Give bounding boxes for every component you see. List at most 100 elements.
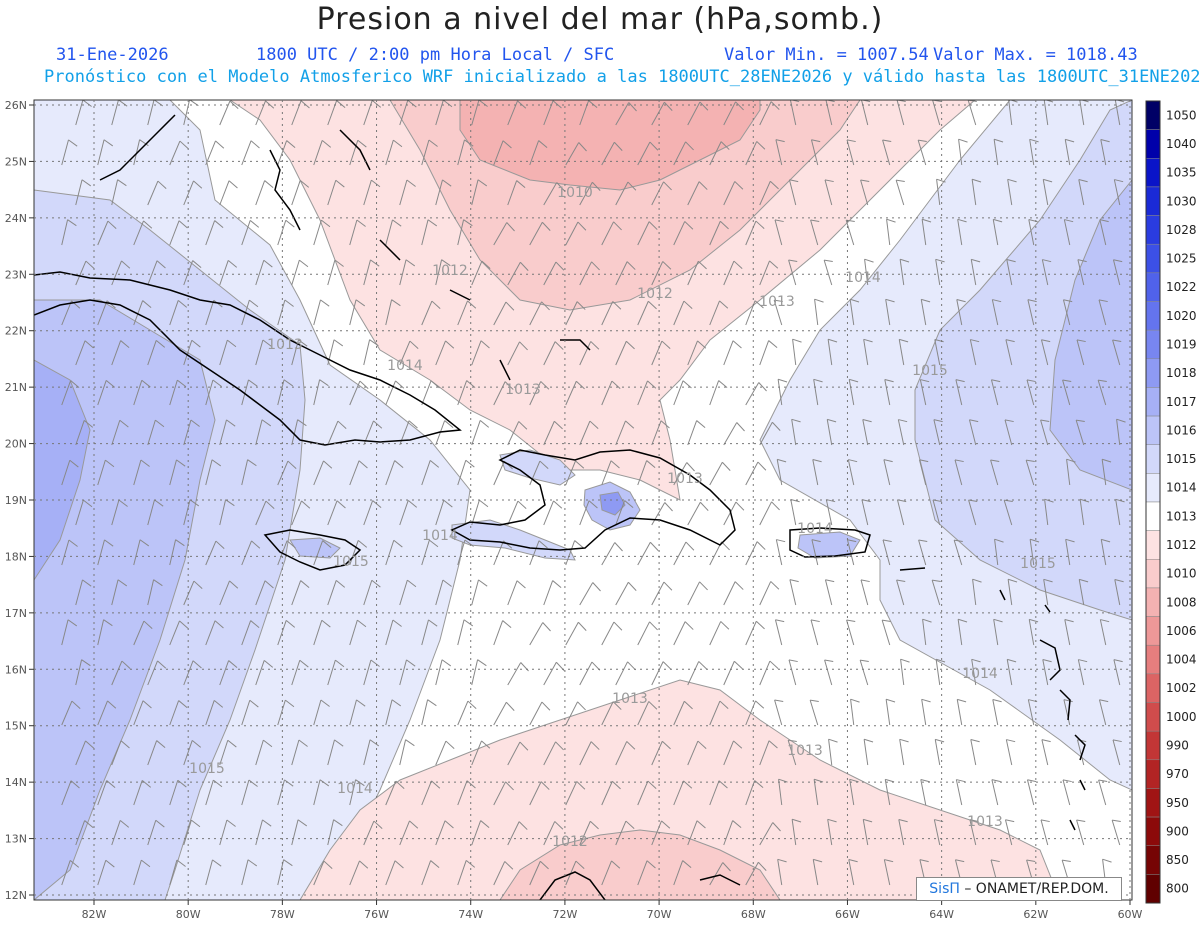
wind-barb — [457, 380, 476, 406]
colorbar: 1050 1040 1035 1030 1028 1025 1022 1020 1019 1018… — [1145, 100, 1197, 904]
wind-barb — [1076, 739, 1087, 766]
wind-barb — [471, 179, 488, 206]
wind-barb — [1063, 699, 1073, 726]
wind-barb — [147, 819, 165, 846]
map-axes: 26N 25N 24N 23N 22N 21N 20N 19N 18N 17N 16N 15N 14N 1… — [5, 99, 1143, 921]
wind-barb — [169, 620, 189, 646]
wind-barb — [97, 380, 116, 406]
wind-barb — [529, 301, 550, 326]
wind-barb — [61, 860, 80, 886]
wind-barb — [1100, 538, 1111, 566]
colorbar-swatch — [1145, 673, 1161, 703]
wind-barb — [529, 460, 549, 486]
lat-label: 16N — [5, 663, 27, 676]
wind-barb — [529, 221, 551, 246]
wind-barb — [920, 298, 931, 326]
wind-barb — [790, 498, 800, 526]
colorbar-label: 1013 — [1166, 509, 1197, 523]
wind-barb — [637, 541, 659, 566]
wind-barb — [385, 380, 405, 406]
wind-barb — [615, 420, 635, 446]
wind-barb — [1077, 659, 1088, 686]
wind-barb — [169, 379, 187, 406]
wind-barb — [637, 221, 658, 246]
wind-barb — [147, 660, 167, 686]
wind-barb — [579, 181, 601, 206]
wind-barb — [97, 619, 113, 646]
wind-barb — [1025, 459, 1035, 486]
wind-barb — [745, 620, 765, 646]
wind-barb — [1041, 739, 1051, 766]
wind-barb — [759, 180, 779, 206]
wind-barb — [745, 541, 766, 566]
wind-barb — [956, 698, 967, 726]
wind-barb — [363, 259, 380, 286]
wind-barb — [1065, 538, 1075, 566]
wind-barb — [745, 861, 767, 886]
wind-barb — [615, 102, 637, 126]
wind-barb — [133, 620, 153, 646]
wind-barb — [813, 778, 824, 806]
wind-barb — [922, 618, 932, 646]
wind-barb — [205, 540, 225, 566]
wind-barb — [543, 341, 564, 366]
wind-barb — [169, 859, 186, 886]
wind-barb — [601, 621, 623, 646]
wind-barb — [935, 258, 945, 286]
wind-barb — [75, 260, 95, 286]
contour-labels: 1010 1012 1012 1013 1014 1013 1014 1013 1015 1014… — [189, 185, 1056, 850]
wind-barb — [75, 740, 95, 766]
wind-barb — [1078, 578, 1089, 606]
wind-barb — [745, 382, 767, 406]
colorbar-label: 1035 — [1166, 166, 1197, 180]
wind-barb — [723, 340, 742, 366]
wind-barb — [828, 738, 838, 766]
wind-barb — [219, 499, 235, 526]
wind-barb — [969, 819, 979, 846]
wind-barb — [529, 140, 548, 166]
wind-barb — [75, 659, 91, 686]
wind-barb — [219, 339, 237, 366]
lon-label: 78W — [270, 908, 295, 921]
wind-barb — [349, 219, 366, 246]
wind-barb — [823, 259, 833, 286]
forecast-description: Pronóstico con el Modelo Atmosferico WRF… — [44, 67, 1200, 87]
wind-barb — [723, 820, 742, 846]
wind-barb — [493, 701, 515, 726]
wind-barb — [990, 379, 1001, 406]
colorbar-label: 1019 — [1166, 337, 1197, 351]
wind-barb — [651, 261, 672, 286]
wind-barb — [687, 661, 708, 686]
wind-barb — [637, 460, 656, 486]
wind-barb — [313, 699, 330, 726]
wind-barb — [789, 579, 799, 606]
wind-barb — [814, 298, 824, 326]
wind-barb — [399, 739, 415, 766]
wind-barb — [992, 218, 1003, 246]
wind-barb — [825, 100, 835, 126]
colorbar-swatch — [1145, 329, 1161, 360]
wind-barb — [651, 101, 673, 126]
wind-barb — [255, 739, 273, 766]
wind-barb — [897, 419, 908, 446]
wind-barb — [918, 539, 928, 566]
wind-barb — [1112, 339, 1122, 366]
wind-barb — [847, 459, 858, 486]
wind-barb — [864, 258, 874, 286]
wind-barb — [75, 340, 94, 366]
wind-barb — [291, 580, 310, 606]
wind-barb — [241, 779, 258, 806]
wind-barb — [709, 862, 731, 886]
wind-barb — [579, 420, 599, 446]
credit-text: – ONAMET/REP.DOM. — [959, 881, 1109, 897]
wind-barb — [97, 700, 117, 726]
wind-barb — [169, 700, 188, 726]
wind-barb — [687, 820, 706, 846]
wind-barb — [421, 300, 441, 326]
wind-barb — [687, 501, 709, 526]
wind-barb — [651, 181, 672, 206]
wind-barb — [457, 459, 475, 486]
wind-barb — [147, 579, 163, 606]
wind-barb — [493, 620, 512, 646]
